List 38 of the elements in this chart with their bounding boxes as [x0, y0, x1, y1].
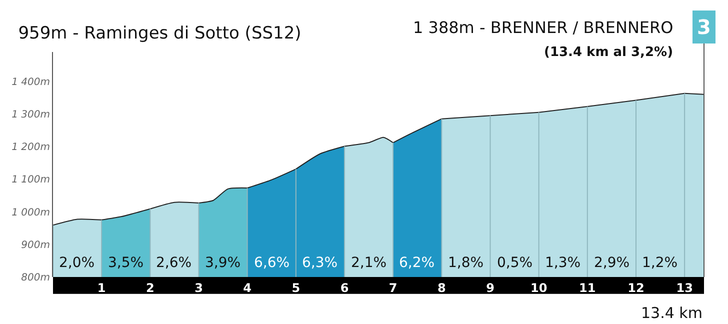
x-tick-label: 1	[97, 281, 106, 295]
x-tick-label: 10	[530, 281, 548, 295]
series-label: 1,8%	[448, 255, 484, 271]
series-label: 2,1%	[351, 255, 387, 271]
series-label: 2,9%	[594, 255, 630, 271]
x-tick-label: 5	[292, 281, 300, 295]
x-tick-label: 4	[243, 281, 252, 295]
text: 3	[697, 15, 711, 39]
y-tick-label: 900m	[21, 240, 50, 251]
series-label: 6,6%	[254, 255, 290, 271]
y-tick-label: 1 100m	[12, 174, 50, 186]
chart-title: 959m - Raminges di Sotto (SS12)	[18, 23, 302, 44]
text: 1 388m - BRENNER / BRENNERO	[413, 18, 674, 37]
series-label: 3,9%	[205, 255, 241, 271]
y-tick-label: 1 000m	[12, 207, 50, 218]
series-label: 2,0%	[59, 255, 95, 271]
series-label: 6,2%	[399, 255, 435, 271]
y-tick-label: 800m	[21, 272, 50, 284]
x-tick-label: 13	[676, 281, 693, 295]
series-label: 1,3%	[545, 255, 581, 271]
x-tick-label: 9	[486, 281, 494, 295]
x-axis-title: 13.4 km	[641, 304, 702, 322]
y-tick-label: 1 200m	[12, 142, 50, 154]
x-tick-label: 12	[628, 281, 644, 295]
x-tick-label: 6	[340, 281, 349, 295]
annotation: (13.4 km al 3,2%)	[544, 45, 674, 60]
y-tick-label: 1 400m	[12, 76, 50, 88]
series-label: 3,5%	[108, 255, 144, 271]
y-tick-label: 1 300m	[12, 109, 50, 120]
x-tick-label: 3	[194, 281, 203, 295]
series-label: 0,5%	[497, 255, 533, 271]
series-label: 2,6%	[156, 255, 192, 271]
x-tick-label: 2	[146, 281, 154, 295]
x-tick-label: 7	[388, 281, 398, 295]
x-tick-label: 11	[579, 281, 596, 295]
series-label: 6,3%	[302, 255, 338, 271]
x-tick-label: 8	[437, 281, 446, 295]
series-label: 1,2%	[642, 255, 678, 271]
